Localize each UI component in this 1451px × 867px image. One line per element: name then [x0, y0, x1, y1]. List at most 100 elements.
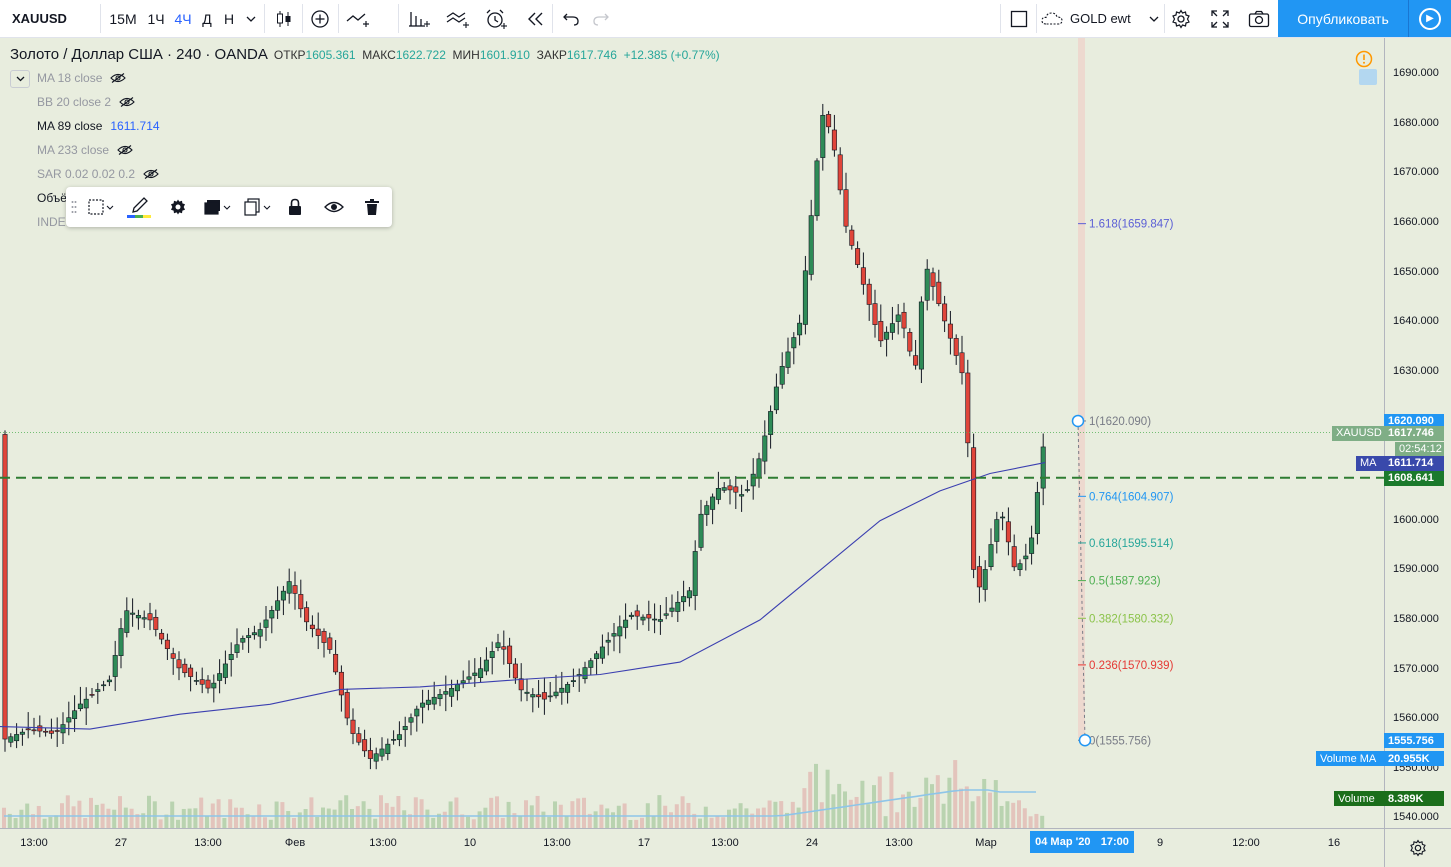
hide-button[interactable]	[316, 187, 352, 227]
close-value: 1617.746	[566, 48, 617, 62]
layout-toggle-button[interactable]	[1004, 0, 1034, 37]
eye-off-icon[interactable]	[117, 145, 133, 155]
interval-4h[interactable]: 4Ч	[174, 10, 192, 27]
time-tick: 10	[463, 837, 477, 849]
volume-bar	[779, 801, 784, 828]
time-tick: 13:00	[711, 837, 739, 849]
volume-bar	[616, 805, 621, 828]
interval-day[interactable]: Д	[202, 10, 212, 27]
candle-body	[449, 688, 455, 697]
chart-type-button[interactable]	[268, 0, 300, 37]
candle-body	[512, 663, 518, 679]
candle-body	[710, 496, 716, 510]
snapshot-button[interactable]	[1242, 0, 1276, 37]
ma-tag: MA	[1356, 455, 1384, 471]
fullscreen-button[interactable]	[1204, 0, 1236, 37]
candle-body	[739, 494, 745, 497]
volume-bar	[918, 797, 923, 828]
candle-body	[408, 717, 414, 723]
time-tick: 24	[805, 837, 819, 849]
volume-bar	[448, 801, 453, 828]
volume-bar	[42, 818, 47, 828]
volume-bar	[1028, 816, 1033, 828]
interval-1h[interactable]: 1Ч	[147, 10, 165, 27]
time-tick: 17	[637, 837, 651, 849]
line-color-button[interactable]	[122, 187, 156, 227]
redo-button[interactable]	[586, 0, 616, 37]
delete-button[interactable]	[354, 187, 390, 227]
price-tick: 1560.000	[1393, 712, 1439, 725]
warning-icon	[1355, 50, 1373, 68]
candle-body	[947, 323, 953, 339]
financials-button[interactable]	[402, 0, 436, 37]
publish-button[interactable]: Опубликовать	[1278, 0, 1408, 37]
volume-bar	[292, 817, 296, 828]
volume-bar	[692, 813, 697, 828]
volume-bar	[181, 808, 186, 828]
collapse-legend-button[interactable]	[10, 70, 30, 88]
indicator-ma18[interactable]: MA 18 close	[37, 71, 127, 85]
indicator-index[interactable]: INDE	[37, 215, 66, 229]
indicator-label: MA 89 close	[37, 119, 103, 133]
data-window-toggle[interactable]	[1359, 69, 1377, 85]
add-indicator-button[interactable]	[304, 0, 336, 37]
layout-name-button[interactable]: GOLD ewt	[1040, 0, 1162, 37]
volume-bar	[228, 799, 233, 828]
eye-off-icon[interactable]	[119, 97, 135, 107]
undo-button[interactable]	[556, 0, 586, 37]
fib-level-label-7: 0(1555.756)	[1089, 735, 1151, 747]
volume-bar	[77, 800, 82, 828]
fib-band	[1078, 38, 1085, 738]
indicator-sar[interactable]: SAR 0.02 0.02 0.2	[37, 167, 159, 181]
open-value: 1605.361	[305, 48, 356, 62]
compare-icon	[346, 13, 369, 27]
select-template-button[interactable]	[82, 187, 118, 227]
templates-button[interactable]	[440, 0, 476, 37]
drag-handle[interactable]	[68, 187, 80, 227]
drawing-settings-button[interactable]	[162, 187, 194, 227]
candle-body	[54, 730, 60, 732]
indicator-bb20[interactable]: BB 20 close 2	[37, 95, 135, 109]
play-button[interactable]: ▶	[1408, 0, 1451, 37]
alert-button[interactable]	[478, 0, 514, 37]
price-chart[interactable]: 1.618(1659.847) 1(1620.090) 0.764(1604.907…	[0, 38, 1384, 828]
play-icon: ▶	[1419, 7, 1441, 30]
eye-off-icon[interactable]	[143, 169, 159, 179]
visual-order-button[interactable]	[198, 187, 236, 227]
drawing-toolbar[interactable]	[66, 187, 392, 227]
volume-bar	[703, 806, 708, 828]
candle-body	[681, 596, 687, 603]
volume-bar	[187, 808, 192, 828]
interval-15m[interactable]: 15М	[109, 10, 137, 27]
time-axis[interactable]: 13:00 27 13:00 Фев 13:00 10 13:00 17 13:00 24 13:0…	[0, 828, 1384, 867]
warning-badge[interactable]	[1355, 50, 1373, 73]
eye-off-icon[interactable]	[110, 73, 127, 83]
chart-pane[interactable]: 1.618(1659.847) 1(1620.090) 0.764(1604.907…	[0, 38, 1384, 828]
interval-week[interactable]: Н	[223, 10, 235, 27]
settings-button[interactable]	[1166, 0, 1196, 37]
replay-button[interactable]	[518, 0, 554, 37]
chart-settings-corner[interactable]	[1384, 828, 1451, 867]
volume-bar	[141, 813, 146, 828]
candle-body	[895, 314, 901, 322]
fib-top-price-tag: 1620.090	[1384, 413, 1444, 429]
legend-header: Золото / Доллар США · 240 · OANDA ОТКР16…	[10, 46, 720, 63]
symbol-search[interactable]: XAUUSD	[12, 11, 67, 26]
volume-bar	[924, 777, 929, 828]
candle-body	[414, 708, 420, 717]
candle-body	[721, 487, 727, 491]
interval-dropdown[interactable]	[240, 0, 262, 37]
compare-button[interactable]	[340, 0, 376, 37]
time-tick: 13:00	[885, 837, 913, 849]
candle-body	[234, 644, 240, 653]
volume-bar	[251, 816, 256, 828]
lock-button[interactable]	[278, 187, 312, 227]
clone-button[interactable]	[238, 187, 276, 227]
indicator-ma89[interactable]: MA 89 close 1611.714	[37, 119, 160, 133]
indicator-ma233[interactable]: MA 233 close	[37, 143, 133, 157]
volume-bar	[129, 808, 134, 828]
instrument-name[interactable]: Золото / Доллар США · 240 · OANDA	[10, 46, 268, 63]
candle-body	[275, 600, 281, 611]
indicator-volume[interactable]: Объё	[37, 191, 67, 205]
candle-body	[727, 485, 733, 491]
